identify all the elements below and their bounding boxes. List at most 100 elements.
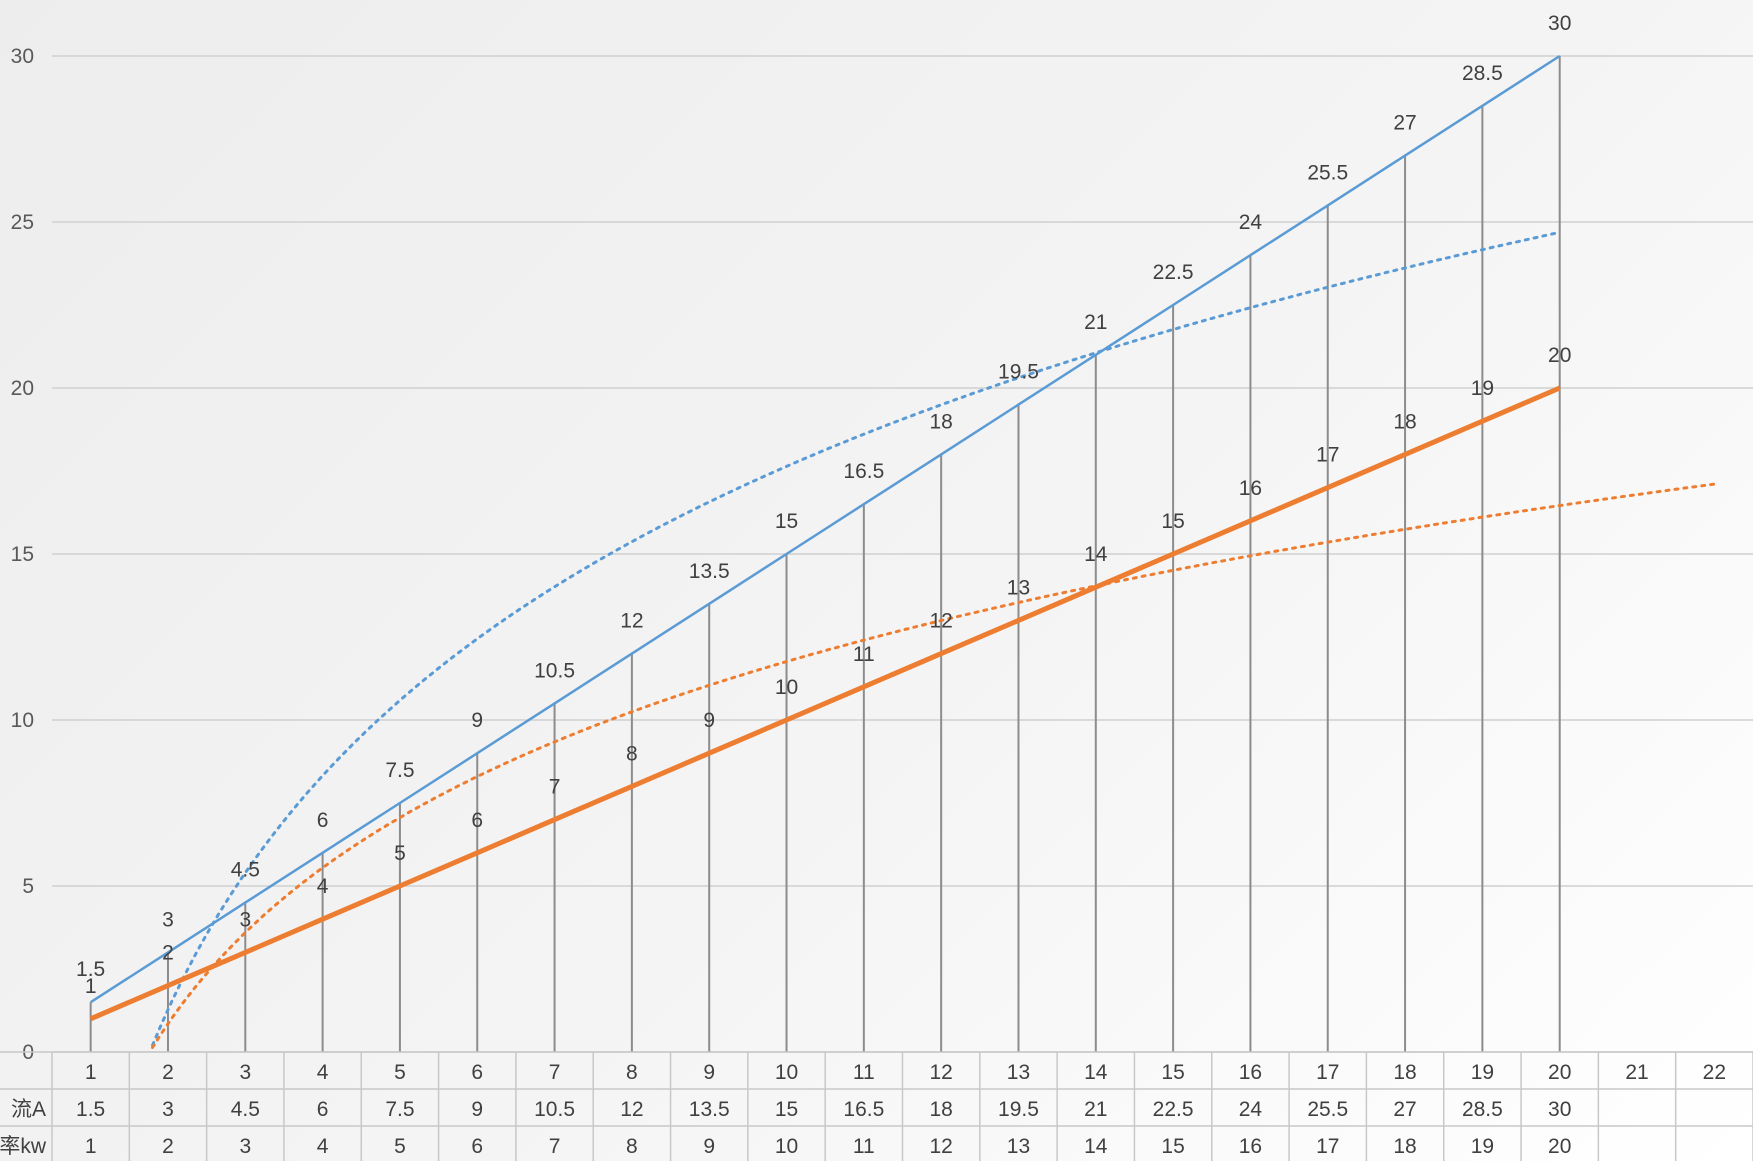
table-cell: 16.5	[843, 1098, 884, 1121]
data-label: 21	[1084, 311, 1107, 334]
x-category-label: 16	[1239, 1061, 1262, 1084]
series-lines	[89, 54, 1561, 1022]
data-label: 17	[1316, 444, 1339, 467]
data-label: 14	[1084, 543, 1108, 566]
data-label: 13.5	[689, 560, 730, 583]
table-cell: 19	[1471, 1135, 1494, 1158]
table-cell: 14	[1084, 1135, 1108, 1158]
data-label: 2	[162, 942, 174, 965]
y-tick-label: 15	[11, 543, 34, 566]
data-label: 16	[1239, 477, 1262, 500]
data-label: 7	[549, 776, 561, 799]
table-cell: 24	[1239, 1098, 1263, 1121]
y-tick-label: 20	[11, 377, 34, 400]
x-category-label: 20	[1548, 1061, 1571, 1084]
table-cell: 18	[929, 1098, 952, 1121]
data-label: 9	[471, 709, 483, 732]
data-label: 18	[929, 410, 952, 433]
data-label: 4.5	[231, 859, 260, 882]
x-category-label: 6	[471, 1061, 483, 1084]
data-label: 25.5	[1307, 161, 1348, 184]
y-tick-label: 25	[11, 211, 34, 234]
data-label: 15	[1161, 510, 1184, 533]
x-category-label: 4	[317, 1061, 329, 1084]
table-cell: 7.5	[385, 1098, 414, 1121]
data-label: 15	[775, 510, 798, 533]
table-cell: 8	[626, 1135, 638, 1158]
data-label: 9	[703, 709, 715, 732]
table-cell: 3	[162, 1098, 174, 1121]
trendline	[151, 230, 1562, 1047]
table-cell: 9	[703, 1135, 715, 1158]
data-label: 6	[471, 809, 483, 832]
x-category-label: 18	[1393, 1061, 1416, 1084]
x-category-label: 15	[1161, 1061, 1184, 1084]
table-cell: 27	[1393, 1098, 1416, 1121]
data-label: 1	[85, 975, 97, 998]
data-label: 24	[1239, 211, 1263, 234]
data-label: 13	[1007, 576, 1030, 599]
table-cell: 18	[1393, 1135, 1416, 1158]
x-category-label: 9	[703, 1061, 715, 1084]
table-cell: 7	[549, 1135, 561, 1158]
table-cell: 22.5	[1153, 1098, 1194, 1121]
table-cell: 10.5	[534, 1098, 575, 1121]
table-cell: 11	[853, 1135, 875, 1158]
table-row-label: 流A	[11, 1098, 46, 1121]
data-label: 12	[929, 610, 952, 633]
table-cell: 28.5	[1462, 1098, 1503, 1121]
x-category-label: 11	[853, 1061, 875, 1084]
table-cell: 12	[929, 1135, 952, 1158]
table-cell: 1	[85, 1135, 97, 1158]
x-category-label: 5	[394, 1061, 406, 1084]
x-category-label: 19	[1471, 1061, 1494, 1084]
x-category-label: 21	[1625, 1061, 1648, 1084]
data-label: 22.5	[1153, 261, 1194, 284]
table-cell: 4	[317, 1135, 329, 1158]
data-label: 30	[1548, 12, 1571, 35]
data-label: 16.5	[843, 460, 884, 483]
table-cell: 25.5	[1307, 1098, 1348, 1121]
data-label: 8	[626, 742, 638, 765]
data-label: 6	[317, 809, 329, 832]
table-cell: 20	[1548, 1135, 1571, 1158]
table-cell: 1.5	[76, 1098, 105, 1121]
series-line	[90, 54, 1561, 1004]
x-category-label: 10	[775, 1061, 798, 1084]
table-cell: 13	[1007, 1135, 1030, 1158]
table-cell: 6	[317, 1098, 329, 1121]
x-category-label: 1	[85, 1061, 97, 1084]
x-category-label: 7	[549, 1061, 561, 1084]
data-label: 20	[1548, 344, 1571, 367]
data-label: 19	[1471, 377, 1494, 400]
table-cell: 4.5	[231, 1098, 260, 1121]
trendline	[151, 482, 1716, 1049]
series-line	[89, 385, 1561, 1022]
drop-lines	[89, 56, 1561, 1052]
data-labels: 1.534.567.5910.51213.51516.51819.52122.5…	[76, 12, 1571, 998]
data-label: 11	[853, 643, 875, 666]
x-category-label: 2	[162, 1061, 174, 1084]
table-cell: 17	[1316, 1135, 1339, 1158]
table-cell: 6	[471, 1135, 483, 1158]
data-label: 7.5	[385, 759, 414, 782]
table-cell: 2	[162, 1135, 174, 1158]
table-cell: 3	[239, 1135, 251, 1158]
table-cell: 9	[471, 1098, 483, 1121]
table-cell: 21	[1084, 1098, 1107, 1121]
data-label: 1.5	[76, 958, 105, 981]
table-cell: 5	[394, 1135, 406, 1158]
x-category-label: 14	[1084, 1061, 1108, 1084]
data-label: 3	[239, 908, 251, 931]
table-cell: 16	[1239, 1135, 1262, 1158]
table-cell: 30	[1548, 1098, 1571, 1121]
x-category-label: 13	[1007, 1061, 1030, 1084]
table-row-label: 率kw	[0, 1135, 47, 1158]
y-tick-label: 30	[11, 45, 34, 68]
data-label: 3	[162, 908, 174, 931]
x-category-label: 3	[239, 1061, 251, 1084]
data-label: 19.5	[998, 361, 1039, 384]
